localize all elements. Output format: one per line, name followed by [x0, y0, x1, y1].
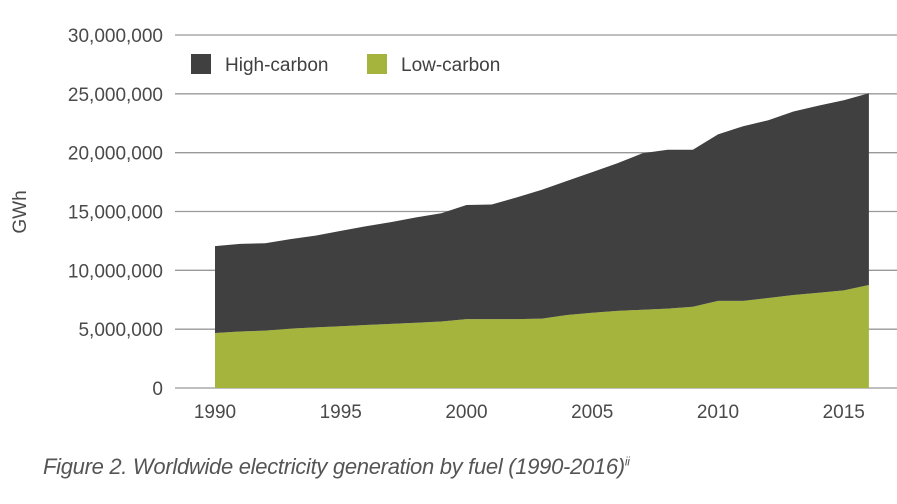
legend-swatch	[367, 54, 387, 74]
y-tick-label: 0	[152, 379, 163, 400]
y-tick-label: 15,000,000	[68, 203, 163, 224]
legend-swatch	[191, 54, 211, 74]
x-tick-label: 2000	[445, 402, 487, 423]
x-tick-label: 2010	[697, 402, 739, 423]
area-series	[215, 93, 869, 388]
area-low-carbon	[215, 285, 869, 388]
y-axis-ticks: 0 5,000,000 10,000,000 15,000,000 20,000,000…	[68, 26, 163, 400]
legend-label: High-carbon	[225, 55, 329, 76]
stacked-area-chart: 0 5,000,000 10,000,000 15,000,000 20,000,000…	[10, 26, 897, 423]
x-tick-label: 2015	[823, 402, 865, 423]
area-high-carbon	[215, 93, 869, 334]
y-tick-label: 25,000,000	[68, 85, 163, 106]
x-axis-ticks: 1990 1995 2000 2005 2010 2015	[194, 402, 865, 423]
legend-label: Low-carbon	[401, 55, 500, 76]
x-tick-label: 2005	[571, 402, 613, 423]
y-axis-label: GWh	[10, 190, 31, 233]
x-tick-label: 1995	[320, 402, 362, 423]
y-tick-label: 5,000,000	[78, 320, 163, 341]
y-tick-label: 20,000,000	[68, 144, 163, 165]
legend: High-carbon Low-carbon	[191, 54, 500, 76]
caption-footnote-marker: ii	[624, 454, 630, 469]
y-tick-label: 30,000,000	[68, 26, 163, 47]
x-tick-label: 1990	[194, 402, 236, 423]
y-tick-label: 10,000,000	[68, 261, 163, 282]
caption-text: Figure 2. Worldwide electricity generati…	[43, 454, 625, 479]
figure-caption: Figure 2. Worldwide electricity generati…	[43, 454, 630, 480]
